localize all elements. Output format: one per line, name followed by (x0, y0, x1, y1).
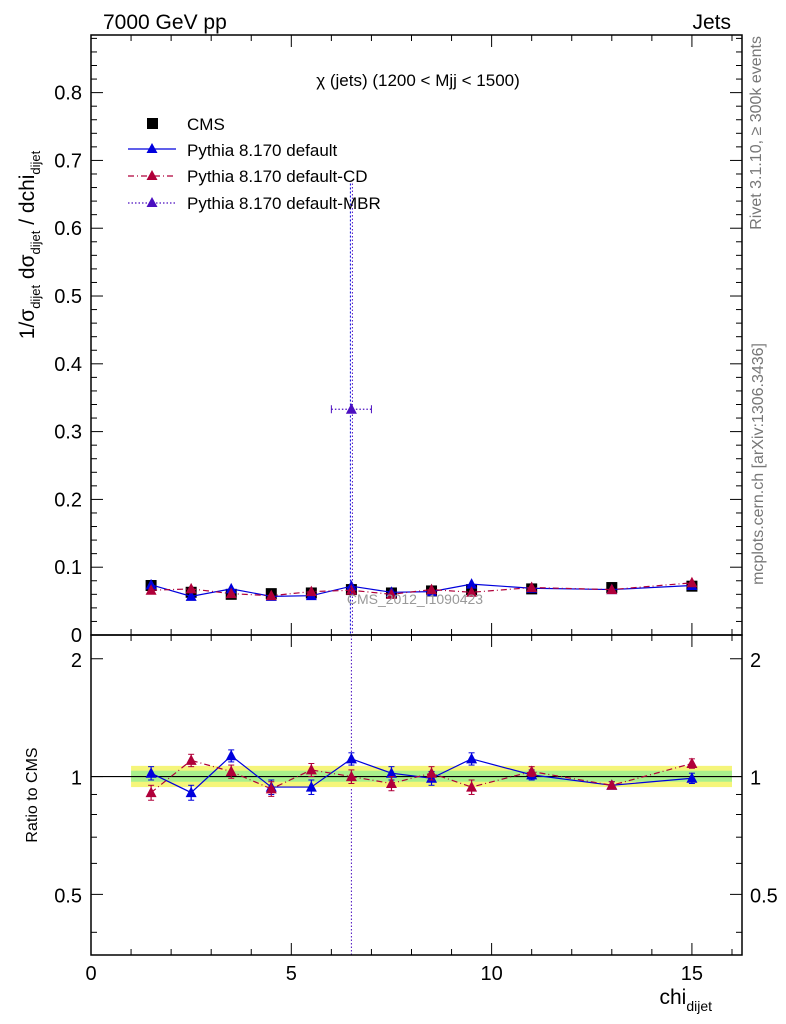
x-tick-label: 10 (480, 963, 502, 985)
legend-label-cms: CMS (187, 115, 225, 134)
ratio-y-tick-label-right: 1 (750, 768, 761, 790)
main-point-cd (345, 584, 357, 595)
legend-item-mbr: Pythia 8.170 default-MBR (128, 194, 381, 213)
ylabel-sub-2: dijet (28, 230, 43, 254)
header-energy-label: 7000 GeV pp (103, 11, 227, 34)
ratio-point-default (345, 752, 357, 764)
x-tick-label: 5 (286, 963, 297, 985)
header-process-label: Jets (692, 11, 731, 34)
ratio-point-default (225, 749, 237, 761)
main-y-tick-label: 0.5 (54, 286, 82, 308)
main-line-cd (151, 582, 692, 597)
xlabel-main: chi (659, 986, 686, 1009)
ratio-y-tick-label-left: 1 (71, 768, 82, 790)
ratio-point-cd (686, 757, 698, 768)
main-plot: 0 0.1 0.2 0.3 0.4 0.5 0.6 0.7 0.8 χ (jets) (1200… (16, 34, 743, 955)
main-y-tick-label: 0.2 (54, 489, 82, 511)
ratio-point-default (185, 786, 197, 798)
legend-marker-cd (146, 170, 158, 180)
ratio-line-cd (150, 759, 693, 794)
main-point-cd (686, 576, 698, 588)
legend-item-default: Pythia 8.170 default (128, 141, 338, 160)
main-point-cd (426, 583, 438, 595)
ratio-point-cd (305, 763, 317, 775)
main-point-cd (185, 582, 197, 594)
ratio-series-layer (145, 749, 698, 801)
main-y-tick-label: 0.3 (54, 422, 82, 444)
ratio-axis-ticks: 0.5 0.5 1 1 2 2 0 5 10 15 (54, 635, 778, 985)
ratio-point-default (385, 767, 397, 778)
main-y-tick-label: 0 (71, 625, 82, 647)
ratio-point-cd (385, 777, 397, 789)
ratio-point-cd (606, 779, 618, 790)
main-series-layer (145, 183, 698, 955)
mcplots-label: mcplots.cern.ch [arXiv:1306.3436] (750, 343, 767, 585)
ylabel-sub-3: dijet (28, 150, 43, 174)
ratio-line-default (150, 755, 692, 794)
ratio-point-cd (145, 786, 157, 798)
ratio-point-default (686, 772, 698, 783)
main-plot-title: χ (jets) (1200 < Mjj < 1500) (316, 71, 520, 90)
ratio-plot-frame (90, 634, 743, 956)
ratio-point-cd (345, 770, 357, 782)
rivet-version-label: Rivet 3.1.10, ≥ 300k events (748, 36, 765, 230)
ratio-point-cd (466, 781, 478, 792)
ratio-y-axis-label: Ratio to CMS (24, 747, 41, 842)
legend-label-default: Pythia 8.170 default (187, 141, 338, 160)
mbr-marker (345, 403, 357, 414)
ratio-y-tick-label-left: 0.5 (54, 885, 82, 907)
legend-label-cd: Pythia 8.170 default-CD (187, 167, 368, 186)
legend-label-mbr: Pythia 8.170 default-MBR (187, 194, 381, 213)
main-y-tick-label: 0.1 (54, 557, 82, 579)
ylabel-part-2: dσ (16, 254, 39, 285)
legend-marker-mbr (146, 197, 158, 207)
main-point-cd (526, 581, 538, 593)
ratio-y-tick-label-left: 2 (71, 650, 82, 672)
legend-item-cms: CMS (147, 115, 225, 134)
main-y-axis-label: 1/σdijet dσdijet / dchidijet (16, 150, 43, 339)
watermark-analysis-id: CMS_2012_I1090423 (347, 591, 483, 607)
main-y-ticks: 0 0.1 0.2 0.3 0.4 0.5 0.6 0.7 0.8 (54, 35, 742, 647)
main-y-tick-label: 0.8 (54, 83, 82, 105)
main-point-cd (225, 587, 237, 599)
ratio-point-cd (526, 765, 538, 777)
ylabel-part-1: 1/σ (16, 309, 39, 340)
ratio-point-cd (225, 765, 237, 777)
main-y-tick-label: 0.6 (54, 218, 82, 240)
main-point-cd (305, 585, 317, 597)
legend-marker-cms (147, 118, 158, 129)
ratio-plot: 0.5 0.5 1 1 2 2 0 5 10 15 Ratio to CMS chidijet (24, 634, 778, 1014)
main-y-tick-label: 0.7 (54, 150, 82, 172)
main-point-cd (466, 586, 478, 597)
ratio-point-default (145, 767, 157, 778)
main-point-cd (385, 588, 397, 599)
main-point-default (145, 578, 157, 590)
legend-item-cd: Pythia 8.170 default-CD (128, 167, 368, 186)
ratio-point-default (305, 781, 317, 792)
main-point-default (466, 578, 478, 589)
ratio-y-tick-label-right: 0.5 (750, 885, 778, 907)
x-tick-label: 15 (681, 963, 703, 985)
ratio-point-default (466, 752, 478, 764)
main-point-cd (265, 589, 277, 601)
ratio-point-cd (265, 782, 277, 794)
main-y-tick-label: 0.4 (54, 354, 82, 376)
legend: CMS Pythia 8.170 default Pythia 8.170 de… (128, 115, 381, 213)
main-point-cd (606, 583, 618, 595)
legend-marker-default (146, 143, 158, 153)
ratio-point-cd (185, 754, 197, 765)
ylabel-sub-1: dijet (28, 285, 43, 309)
x-axis-label: chidijet (659, 986, 712, 1014)
ratio-point-cd (426, 767, 438, 778)
x-tick-label: 0 (85, 963, 96, 985)
main-point-default (185, 590, 197, 601)
ylabel-part-3: / dchi (16, 175, 39, 231)
ratio-y-tick-label-right: 2 (750, 650, 761, 672)
xlabel-sub: dijet (686, 998, 712, 1014)
main-point-cd (145, 584, 157, 595)
